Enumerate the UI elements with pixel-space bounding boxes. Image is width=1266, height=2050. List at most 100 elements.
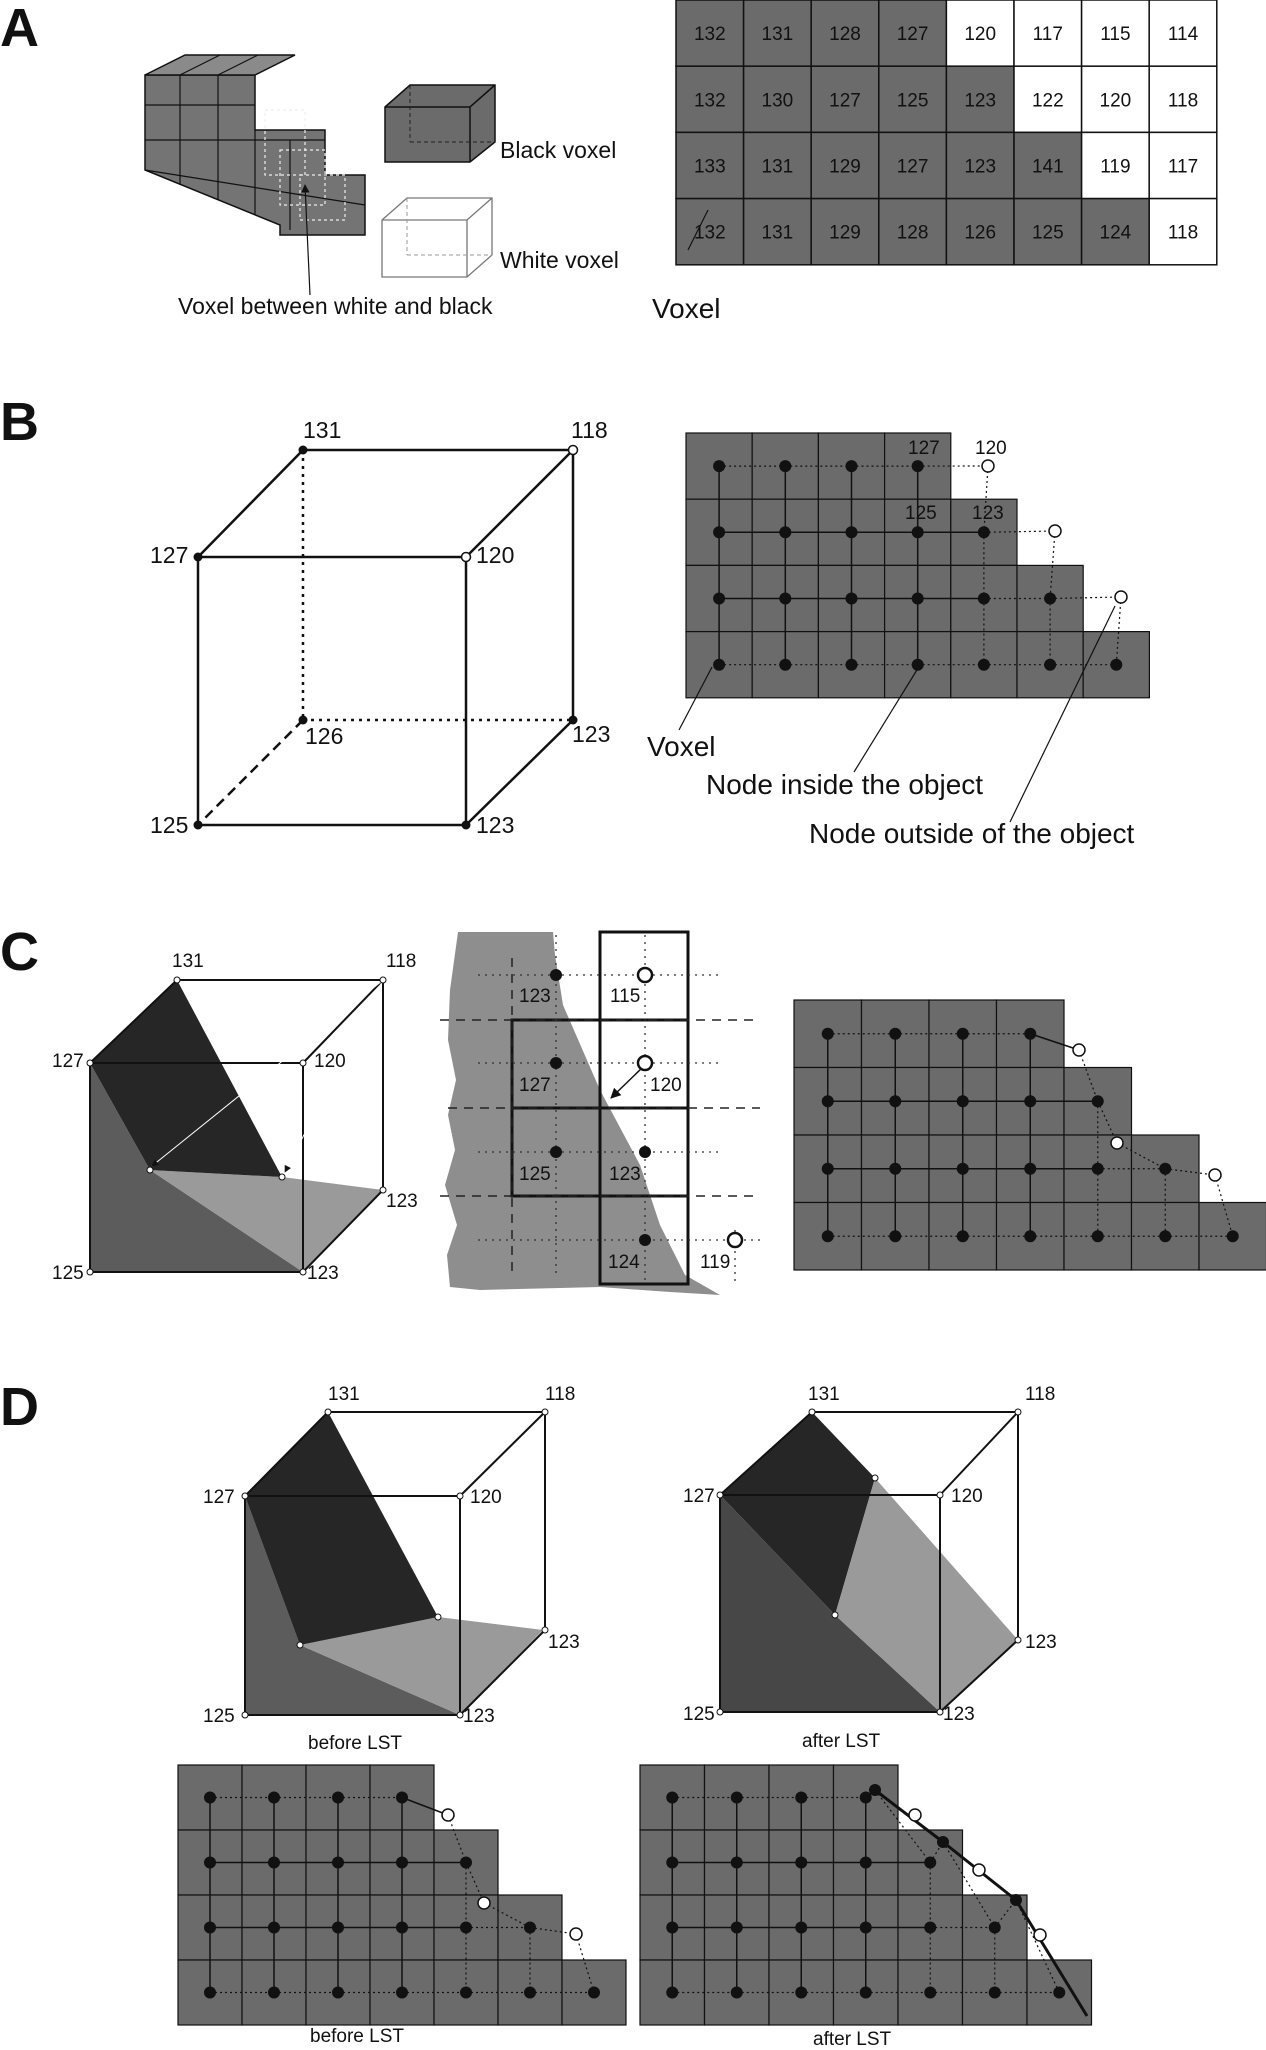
grid-cell [1080,131,1150,200]
cube-d2-label-tbr: 118 [1025,1384,1055,1405]
node-inside [204,1791,216,1804]
node-inside [730,1986,743,1999]
node-inside [911,526,924,539]
cube-c-label-tbl: 131 [172,951,204,972]
node-inside [779,658,792,671]
cube-d1-label-tbl: 131 [328,1384,360,1405]
node-inside [713,526,726,539]
grid-b-label-a: 127 [908,438,940,459]
node-link [874,1789,931,1863]
panel-b-letter: B [0,392,39,452]
node-link [983,465,989,533]
grid-cell-value: 131 [762,223,794,244]
node-inside [1091,1095,1104,1108]
node-inside [869,1784,881,1796]
cube-d1-label-bbr: 123 [548,1632,580,1653]
node-inside [1024,1230,1037,1243]
panel-b: B 131 118 127 120 126 123 125 123 [0,392,1150,849]
grid-cell-value: 129 [829,223,861,244]
node-inside [937,1836,949,1848]
node-inside [821,1095,834,1108]
grid-cell [1013,197,1083,266]
grid-cell-value: 117 [1168,157,1198,178]
grid-cell [675,65,745,134]
node-link [1115,596,1122,665]
node-inside [204,1986,216,1999]
node-inside [332,1921,344,1934]
inside-node-pointer [853,664,921,773]
node-inside [821,1230,834,1243]
node-inside [924,1986,937,1999]
cube-b-label-bfl: 125 [150,812,188,838]
grid-cell-value: 124 [1100,223,1132,244]
node-inside [911,658,924,671]
cube-before-lst [241,1408,549,1719]
node-outside [569,1927,583,1941]
node-inside [795,1986,808,1999]
light-plane-c [150,1170,383,1272]
node-inside [779,460,792,473]
grid-cell-value: 131 [762,157,794,178]
grid-cell-value: 132 [694,90,726,111]
grid-cell [945,65,1015,134]
node-inside [821,1027,834,1040]
cube-after-lst [716,1408,1022,1716]
grid-cell [810,0,880,67]
node-inside [1024,1095,1037,1108]
node-inside [730,1856,743,1869]
node-inside [821,1162,834,1175]
cube-b-label-tfr: 120 [476,542,514,568]
node-inside [1010,1894,1022,1906]
grid-cell [945,131,1015,200]
node-inside [845,526,858,539]
node-inside [779,592,792,605]
node-link [1015,1899,1060,1993]
node-inside [730,1921,743,1934]
grid-cell-value: 123 [964,157,996,178]
node-link [942,1841,996,1928]
node-inside [1226,1230,1239,1243]
grid-cell [945,197,1015,266]
grid-cell [742,131,812,200]
node-grid-c [793,999,1266,1271]
node-inside [845,592,858,605]
panel-a-letter: A [0,0,39,58]
grid-cell [1148,197,1218,266]
node-inside [1091,1162,1104,1175]
isosurface-cube-c [86,976,387,1276]
node-inside [460,1921,472,1934]
grid-cell-value: 126 [964,223,996,244]
node-inside [204,1856,216,1869]
node-inside [666,1986,679,1999]
grid-cell-value: 141 [1032,157,1064,178]
grid-cell-value: 129 [829,157,861,178]
before-lst-caption-top: before LST [308,1733,402,1754]
node-outside [1208,1168,1222,1182]
node-inside [859,1856,872,1869]
cube-b-label-tbl: 131 [303,417,341,443]
grid-cell-value: 118 [1168,223,1198,244]
node-inside [988,1921,1001,1934]
after-lst-caption-top: after LST [802,1731,881,1752]
boundary-cross-section [440,930,760,1295]
cube-c-label-tfl: 127 [52,1051,84,1072]
grid-cell-value: 118 [1168,90,1198,111]
dark-plane-c [90,980,282,1177]
voxel-stack-top [144,54,296,76]
cube-d1-label-tfl: 127 [203,1487,235,1508]
grid-cell-value: 127 [829,90,861,111]
grid-cell-value: 114 [1168,24,1199,45]
voxel-pointer-b [678,666,713,731]
node-grid-before-lst [177,1764,627,2026]
node-outside [972,1863,986,1877]
grid-cell-value: 125 [897,90,929,111]
cube-b-label-tbr: 118 [571,417,608,443]
outside-node-pointer [1009,605,1116,823]
node-inside [1159,1230,1172,1243]
node-inside [977,592,990,605]
corner-cube [193,444,579,830]
node-inside [1159,1162,1172,1175]
grid-b-label-d: 123 [972,503,1004,524]
node-inside [396,1791,408,1804]
